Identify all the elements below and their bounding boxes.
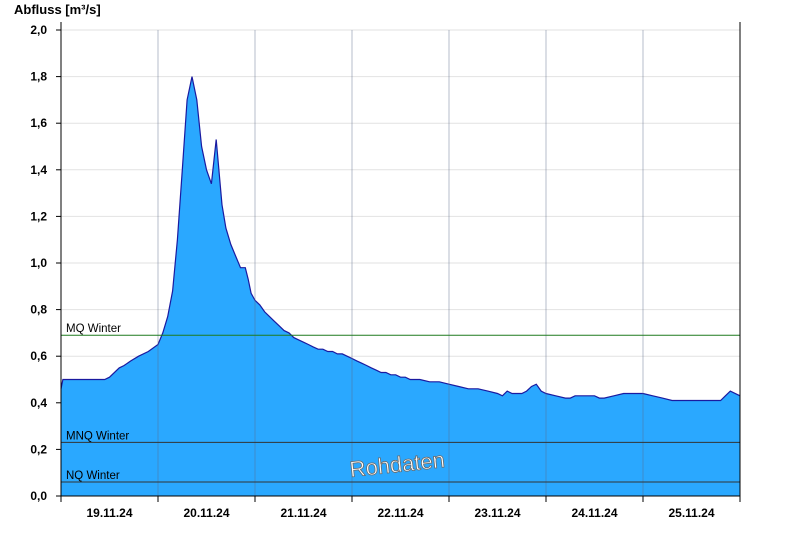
x-tick-label: 19.11.24 <box>86 506 132 520</box>
y-axis-label: Abfluss [m³/s] <box>14 2 101 17</box>
reference-lines: MQ Winter MNQ Winter NQ Winter <box>61 30 740 496</box>
x-tick-label: 25.11.24 <box>668 506 714 520</box>
reference-line-label: MNQ Winter <box>66 430 129 442</box>
x-tick-label: 20.11.24 <box>183 506 229 520</box>
y-tick-label: 1,0 <box>30 256 47 270</box>
discharge-line <box>60 76 741 402</box>
reference-line-label: MQ Winter <box>66 323 121 335</box>
discharge-area-fill <box>61 76 740 496</box>
axes <box>60 22 741 497</box>
y-tick-label: 0,0 <box>30 489 47 503</box>
data-area <box>60 76 741 496</box>
y-tick-label: 0,4 <box>30 396 47 410</box>
x-tick-label: 24.11.24 <box>571 506 617 520</box>
y-tick-label: 1,2 <box>30 209 47 223</box>
x-tick-label: 23.11.24 <box>474 506 520 520</box>
y-tick-label: 0,2 <box>30 442 47 456</box>
y-tick-label: 2,0 <box>30 23 47 37</box>
x-tick-labels: 19.11.24 20.11.24 21.11.24 22.11.24 23.11.24… <box>60 496 741 520</box>
y-tick-label: 1,4 <box>30 163 47 177</box>
y-tick-label: 1,8 <box>30 70 47 84</box>
y-tick-label: 0,8 <box>30 303 47 317</box>
y-tick-label: 1,6 <box>30 116 47 130</box>
x-tick-label: 22.11.24 <box>377 506 423 520</box>
reference-line-label: NQ Winter <box>66 470 120 482</box>
y-tick-label: 0,6 <box>30 349 47 363</box>
x-tick-label: 21.11.24 <box>280 506 326 520</box>
y-tick-labels: 0,0 0,2 0,4 0,6 0,8 1,0 1,2 1,4 1,6 1,8 2,0 <box>30 23 47 503</box>
